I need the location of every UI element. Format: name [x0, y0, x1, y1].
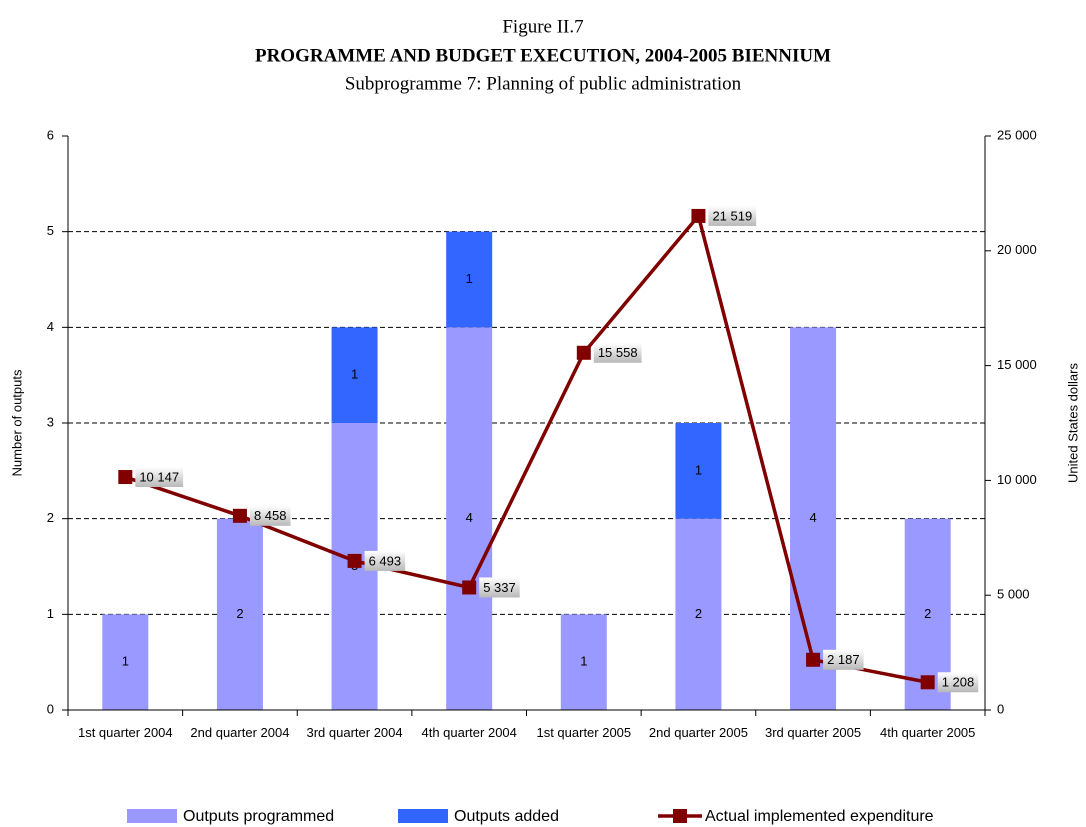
legend-marker [673, 809, 687, 823]
y-tick-label: 5 [47, 223, 54, 238]
x-tick-label: 3rd quarter 2004 [306, 725, 403, 740]
y2-tick-label: 20 000 [997, 242, 1037, 257]
chart-title: PROGRAMME AND BUDGET EXECUTION, 2004-200… [255, 45, 831, 66]
x-tick-label: 4th quarter 2005 [879, 725, 976, 740]
data-label-text: 5 337 [483, 580, 516, 595]
data-label: 8 458 [249, 505, 291, 526]
y2-tick-label: 15 000 [997, 357, 1037, 372]
line-marker [691, 208, 706, 223]
x-tick-label: 1st quarter 2005 [536, 725, 632, 740]
y-tick-label: 0 [47, 701, 54, 716]
data-label: 15 558 [593, 342, 642, 363]
y-tick-label: 4 [47, 319, 54, 334]
data-label-box [135, 467, 184, 488]
x-tick-label: 4th quarter 2004 [421, 725, 517, 740]
bar-value-label: 4 [809, 510, 816, 525]
data-label: 5 337 [479, 577, 520, 598]
data-label-text: 15 558 [598, 345, 638, 360]
legend-label: Outputs added [454, 808, 559, 825]
y-tick-label: 2 [47, 510, 54, 525]
bar-value-label: 1 [580, 654, 587, 669]
bar [560, 614, 607, 710]
data-label-box [479, 577, 520, 598]
data-label-box [937, 672, 979, 693]
line-marker [576, 345, 591, 360]
line-marker [232, 508, 247, 523]
line-marker [806, 652, 821, 667]
bar-value-label: 4 [466, 510, 473, 525]
data-label-box [364, 550, 406, 571]
data-label-text: 2 187 [827, 652, 860, 667]
bar-value-label: 1 [695, 462, 702, 477]
y-tick-label: 6 [47, 127, 54, 142]
bar-value-label: 2 [695, 606, 702, 621]
bar [675, 518, 722, 710]
line-marker [347, 553, 362, 568]
data-label-box [708, 205, 757, 226]
bar [790, 327, 837, 710]
data-label-text: 6 493 [369, 553, 402, 568]
data-label: 6 493 [364, 550, 406, 571]
data-label-text: 10 147 [139, 469, 179, 484]
chart-subtitle: Subprogramme 7: Planning of public admin… [345, 73, 742, 94]
legend-label: Outputs programmed [183, 808, 334, 825]
y-axis-label: Number of outputs [9, 369, 24, 476]
x-tick-label: 2nd quarter 2004 [190, 725, 290, 740]
data-label-text: 8 458 [254, 508, 287, 523]
data-label: 1 208 [937, 672, 979, 693]
line-marker [462, 580, 477, 595]
bar-value-label: 1 [122, 654, 129, 669]
bar [331, 327, 378, 423]
y2-tick-label: 0 [997, 701, 1004, 716]
x-tick-label: 3rd quarter 2005 [765, 725, 862, 740]
bar-value-label: 2 [236, 606, 243, 621]
bar [216, 518, 263, 710]
x-tick-label: 2nd quarter 2005 [648, 725, 748, 740]
y2-tick-label: 10 000 [997, 472, 1037, 487]
data-label: 21 519 [708, 205, 757, 226]
line-marker [118, 470, 133, 485]
data-label-text: 1 208 [942, 675, 975, 690]
data-label-box [249, 505, 291, 526]
legend-label: Actual implemented expenditure [705, 808, 934, 825]
legend-swatch [398, 809, 448, 823]
bar [102, 614, 149, 710]
figure-label: Figure II.7 [502, 16, 583, 37]
data-label-text: 21 519 [712, 208, 752, 223]
data-label: 10 147 [135, 467, 184, 488]
line-marker [920, 675, 935, 690]
bar [446, 327, 493, 710]
data-label-box [593, 342, 642, 363]
x-tick-label: 1st quarter 2004 [77, 725, 173, 740]
y2-tick-label: 5 000 [997, 587, 1030, 602]
bar-value-label: 2 [924, 606, 931, 621]
y2-tick-label: 25 000 [997, 127, 1037, 142]
y2-axis-label: United States dollars [1065, 363, 1080, 483]
bar [675, 423, 722, 519]
y-tick-label: 1 [47, 606, 54, 621]
bar [446, 231, 493, 328]
legend-swatch [127, 809, 177, 823]
bar-value-label: 1 [351, 367, 358, 382]
data-label-box [823, 649, 864, 670]
y-tick-label: 3 [47, 414, 54, 429]
bar-value-label: 1 [466, 271, 473, 286]
data-label: 2 187 [823, 649, 864, 670]
